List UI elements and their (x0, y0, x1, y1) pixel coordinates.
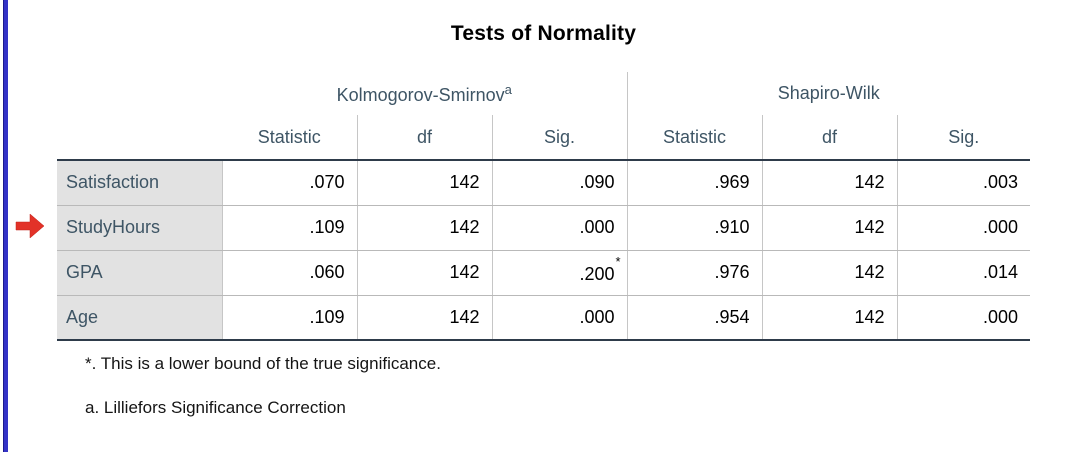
row-label: Satisfaction (57, 160, 222, 206)
cell-ks-df: 142 (356, 295, 492, 341)
cell-sw-sig: .014 (896, 250, 1031, 296)
cell-sw-df: 142 (761, 205, 898, 251)
selection-border-left (3, 0, 8, 452)
cell-ks-df: 142 (356, 205, 492, 251)
table-row-satisfaction: Satisfaction .070 142 .090 .969 142 .003 (57, 160, 1031, 206)
subheader-ks-sig: Sig. (491, 115, 628, 161)
cell-ks-statistic: .109 (221, 295, 357, 341)
table-row-studyhours: StudyHours .109 142 .000 .910 142 .000 (57, 205, 1031, 251)
cell-ks-statistic: .060 (221, 250, 357, 296)
footnote-lower-bound: *. This is a lower bound of the true sig… (85, 354, 441, 373)
row-label: Age (57, 295, 222, 341)
corner-cell (57, 72, 222, 161)
cell-ks-sig: .000 (491, 205, 628, 251)
cell-sw-statistic: .969 (626, 160, 763, 206)
cell-sw-df: 142 (761, 160, 898, 206)
subheader-ks-statistic: Statistic (222, 115, 357, 161)
subheader-sw-df: df (761, 115, 898, 161)
page-title: Tests of Normality (450, 22, 637, 45)
column-group-header-row: Kolmogorov-Smirnova Shapiro-Wilk (57, 72, 1031, 161)
cell-sw-statistic: .954 (626, 295, 763, 341)
col-group-shapiro-wilk: Shapiro-Wilk (626, 72, 1031, 115)
normality-table-container: Kolmogorov-Smirnova Shapiro-Wilk Statist… (57, 72, 1031, 341)
cell-ks-df: 142 (356, 160, 492, 206)
cell-sw-df: 142 (761, 295, 898, 341)
sub-header-row: Statistic df Sig. Statistic df Sig. (57, 115, 1031, 161)
cell-sw-df: 142 (761, 250, 898, 296)
red-right-arrow-icon (15, 213, 45, 239)
subheader-ks-df: df (356, 115, 492, 161)
cell-ks-sig: .200* (491, 250, 628, 296)
cell-sw-sig: .000 (896, 205, 1031, 251)
row-label: StudyHours (57, 205, 222, 251)
col-group-kolmogorov-smirnov: Kolmogorov-Smirnova (222, 72, 627, 115)
cell-ks-df: 142 (356, 250, 492, 296)
cell-sw-statistic: .910 (626, 205, 763, 251)
footnote-lilliefors: a. Lilliefors Significance Correction (85, 398, 346, 417)
subheader-sw-sig: Sig. (896, 115, 1031, 161)
row-label: GPA (57, 250, 222, 296)
cell-ks-sig: .090 (491, 160, 628, 206)
tests-of-normality-table[interactable]: Kolmogorov-Smirnova Shapiro-Wilk Statist… (57, 72, 1031, 341)
cell-ks-sig: .000 (491, 295, 628, 341)
cell-ks-statistic: .109 (221, 205, 357, 251)
cell-sw-sig: .000 (896, 295, 1031, 341)
cell-ks-statistic: .070 (221, 160, 357, 206)
cell-sw-statistic: .976 (626, 250, 763, 296)
table-row-gpa: GPA .060 142 .200* .976 142 .014 (57, 250, 1031, 296)
subheader-sw-statistic: Statistic (626, 115, 763, 161)
footnote-marker-a: a (504, 81, 512, 97)
col-group-ks-label: Kolmogorov-Smirnov (336, 84, 505, 105)
cell-sw-sig: .003 (896, 160, 1031, 206)
col-group-sw-label: Shapiro-Wilk (777, 83, 880, 103)
table-row-age: Age .109 142 .000 .954 142 .000 (57, 295, 1031, 341)
